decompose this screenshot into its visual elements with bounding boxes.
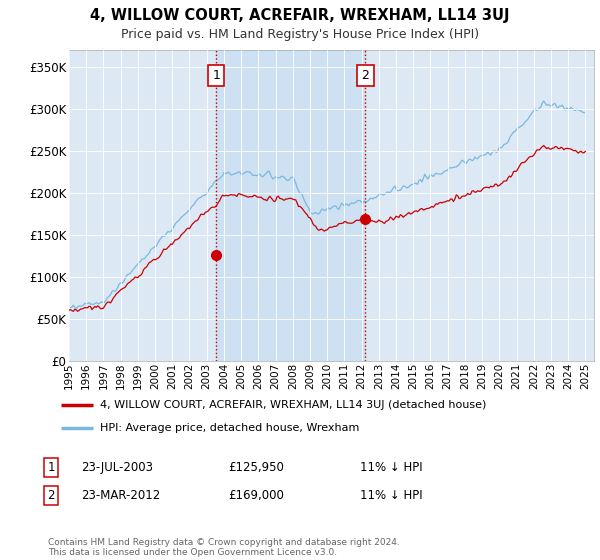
Text: 1: 1 [212,69,220,82]
Text: £125,950: £125,950 [228,461,284,474]
Bar [216,50,365,361]
Text: Contains HM Land Registry data © Crown copyright and database right 2024.
This d: Contains HM Land Registry data © Crown c… [48,538,400,557]
Text: 1: 1 [47,461,55,474]
Text: 11% ↓ HPI: 11% ↓ HPI [360,489,422,502]
Text: 4, WILLOW COURT, ACREFAIR, WREXHAM, LL14 3UJ (detached house): 4, WILLOW COURT, ACREFAIR, WREXHAM, LL14… [101,400,487,410]
Text: 23-JUL-2003: 23-JUL-2003 [81,461,153,474]
Text: HPI: Average price, detached house, Wrexham: HPI: Average price, detached house, Wrex… [101,423,360,433]
Text: Price paid vs. HM Land Registry's House Price Index (HPI): Price paid vs. HM Land Registry's House … [121,28,479,41]
Text: 2: 2 [47,489,55,502]
Text: 23-MAR-2012: 23-MAR-2012 [81,489,160,502]
Text: £169,000: £169,000 [228,489,284,502]
Text: 4, WILLOW COURT, ACREFAIR, WREXHAM, LL14 3UJ: 4, WILLOW COURT, ACREFAIR, WREXHAM, LL14… [90,8,510,24]
Text: 2: 2 [361,69,370,82]
Text: 11% ↓ HPI: 11% ↓ HPI [360,461,422,474]
